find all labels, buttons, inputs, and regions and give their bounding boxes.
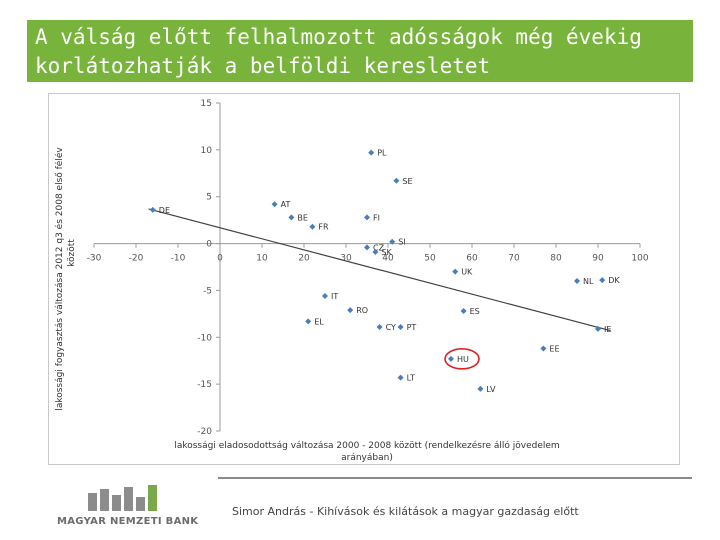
x-tick-label: -10 — [171, 254, 186, 264]
point-label-be: BE — [297, 213, 308, 222]
point-label-pt: PT — [407, 323, 417, 332]
point-label-lv: LV — [486, 385, 496, 394]
x-tick-label: 100 — [631, 254, 648, 264]
y-tick-label: 10 — [201, 146, 213, 156]
x-tick-label: -20 — [129, 254, 144, 264]
data-point-it — [322, 293, 328, 300]
data-point-cy — [376, 323, 383, 330]
point-label-uk: UK — [461, 268, 473, 277]
scatter-chart: -30 -20 -10 0 10 20 30 40 50 60 70 80 90 100151050-5-… — [54, 99, 649, 463]
data-point-ie — [595, 325, 601, 332]
data-point-uk — [452, 268, 459, 275]
mnb-logo: MAGYAR NEMZETI BANK — [52, 480, 202, 540]
data-point-hu — [448, 355, 454, 362]
point-label-sk: SK — [381, 248, 392, 257]
data-point-fr — [309, 223, 316, 230]
x-tick-label: 90 — [592, 254, 604, 264]
point-label-at: AT — [281, 200, 291, 209]
data-point-el — [305, 318, 312, 325]
data-point-se — [393, 177, 400, 184]
x-tick-label: 30 — [340, 254, 352, 264]
data-point-ee — [540, 345, 547, 352]
y-tick-label: -5 — [203, 286, 212, 296]
point-label-ie: IE — [604, 325, 611, 334]
data-point-fi — [364, 214, 370, 221]
x-tick-label: -30 — [87, 254, 102, 264]
point-label-cy: CY — [386, 323, 396, 332]
point-label-si: SI — [398, 238, 405, 247]
data-point-si — [389, 238, 396, 245]
slide-title-line-2: korlátozhatják a belföldi keresletet — [35, 54, 491, 78]
point-label-el: EL — [314, 317, 324, 326]
x-axis-title-line-2: arányában) — [341, 453, 393, 463]
mnb-logo-text: MAGYAR NEMZETI BANK — [57, 516, 199, 527]
point-label-it: IT — [331, 292, 338, 301]
data-point-cz — [364, 244, 370, 251]
point-label-cz: CZ — [373, 243, 385, 252]
data-point-pt — [397, 323, 404, 330]
point-label-lt: LT — [407, 374, 415, 383]
x-tick-label: 80 — [550, 254, 562, 264]
slide-title: A válság előtt felhalmozott adósságok mé… — [27, 20, 693, 82]
point-label-hu: HU — [457, 355, 469, 364]
data-point-es — [460, 308, 467, 315]
point-label-fi: FI — [373, 213, 380, 222]
footer-text: Simor András - Kihívások és kilátások a … — [232, 505, 579, 518]
data-point-de — [149, 206, 156, 213]
data-point-dk — [599, 277, 606, 284]
data-point-nl — [574, 278, 580, 285]
point-label-fr: FR — [318, 223, 329, 232]
y-axis-title-line-2: között — [67, 239, 77, 267]
footer-divider — [218, 477, 692, 479]
y-tick-label: 0 — [206, 240, 212, 250]
data-point-pl — [368, 149, 375, 156]
point-label-es: ES — [470, 307, 480, 316]
x-axis-title-line-1: lakossági eladosodottság változása 2000 … — [174, 440, 559, 451]
x-tick-label: 10 — [256, 254, 268, 264]
y-tick-label: -15 — [197, 380, 212, 390]
chart-frame — [48, 93, 680, 465]
point-label-se: SE — [402, 177, 412, 186]
point-label-ro: RO — [356, 306, 368, 315]
x-tick-label: 0 — [217, 254, 223, 264]
point-label-nl: NL — [583, 277, 594, 286]
point-label-pl: PL — [377, 149, 387, 158]
point-label-ee: EE — [549, 345, 559, 354]
data-point-be — [288, 214, 295, 221]
y-tick-label: 5 — [206, 193, 212, 203]
trendline — [148, 208, 611, 332]
data-point-lt — [397, 374, 404, 381]
x-tick-label: 60 — [466, 254, 478, 264]
mnb-logo-icon — [88, 485, 168, 511]
y-tick-label: -20 — [197, 427, 212, 437]
y-axis-title-line-1: lakossági fogyasztás változása 2012 q3 é… — [54, 147, 65, 411]
y-tick-label: -10 — [197, 333, 212, 343]
data-point-sk — [372, 249, 379, 256]
x-tick-label: 70 — [508, 254, 520, 264]
data-point-at — [271, 201, 278, 208]
point-label-de: DE — [159, 206, 170, 215]
data-point-ro — [347, 307, 354, 314]
x-tick-label: 50 — [424, 254, 436, 264]
highlight-circle — [444, 348, 480, 370]
x-tick-label: 20 — [298, 254, 310, 264]
x-tick-label: 40 — [382, 254, 394, 264]
slide-title-line-1: A válság előtt felhalmozott adósságok mé… — [35, 25, 642, 49]
y-tick-label: 15 — [201, 99, 212, 109]
point-label-dk: DK — [608, 276, 620, 285]
data-point-lv — [477, 385, 484, 392]
